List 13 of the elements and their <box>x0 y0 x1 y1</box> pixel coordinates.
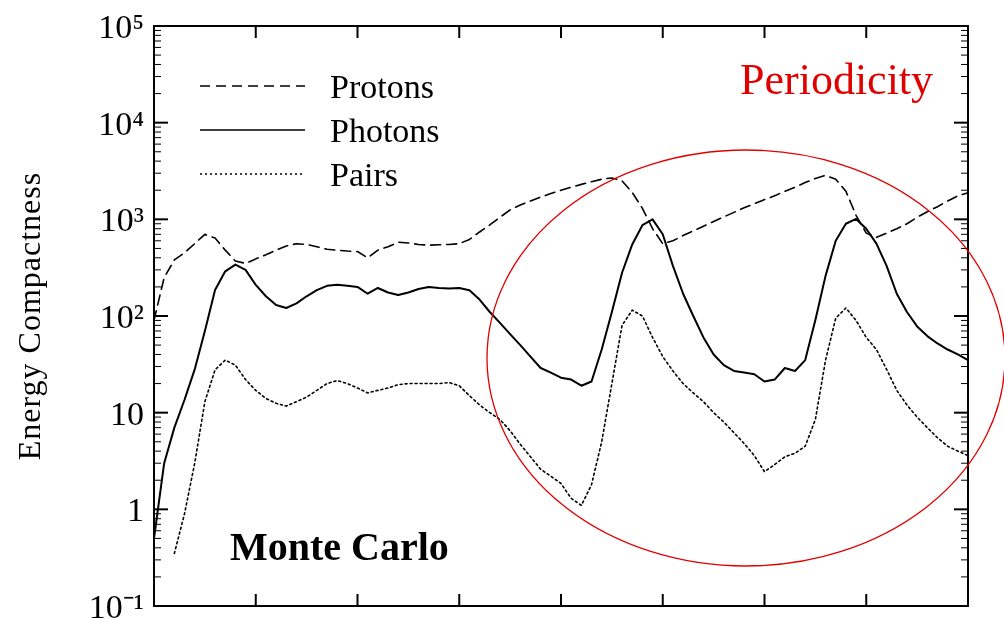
y-tick-label: 10³ <box>99 201 144 239</box>
y-tick-label: 10 <box>110 394 144 432</box>
legend-label: Photons <box>330 111 440 149</box>
annotation: Periodicity <box>740 55 934 104</box>
y-tick-label: 10² <box>99 297 144 335</box>
y-tick-label: 1 <box>127 491 144 529</box>
y-tick-label: 10⁵ <box>98 7 144 45</box>
legend-label: Protons <box>330 67 434 105</box>
y-tick-label: 10⁻¹ <box>88 587 144 619</box>
legend-label: Pairs <box>330 155 398 193</box>
annotation: Monte Carlo <box>230 524 449 569</box>
y-tick-label: 10⁴ <box>98 104 144 142</box>
y-axis-title: Energy Compactness <box>11 171 47 461</box>
